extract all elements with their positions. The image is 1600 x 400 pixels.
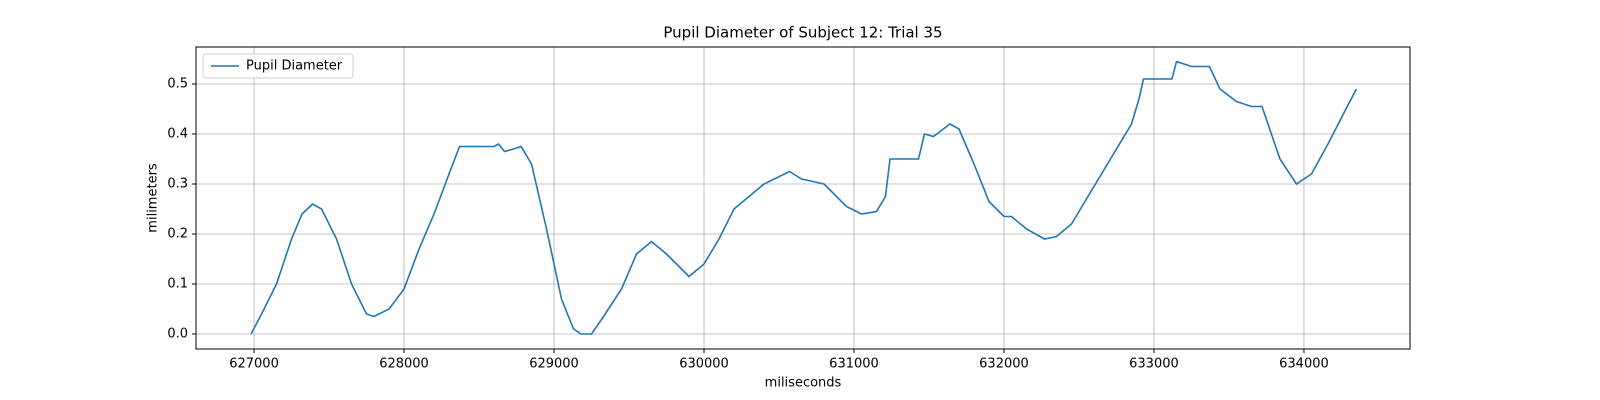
chart-title: Pupil Diameter of Subject 12: Trial 35 xyxy=(663,24,942,42)
x-tick-label: 632000 xyxy=(979,357,1029,372)
x-tick-label: 634000 xyxy=(1279,357,1329,372)
legend-box xyxy=(202,53,354,79)
legend-label: Pupil Diameter xyxy=(246,59,343,74)
y-tick-label: 0.5 xyxy=(167,77,188,92)
x-tick-label: 627000 xyxy=(229,357,279,372)
x-tick-label: 628000 xyxy=(379,357,429,372)
x-tick-label: 630000 xyxy=(679,357,729,372)
y-axis-label: milimeters xyxy=(146,163,161,233)
x-tick-label: 629000 xyxy=(529,357,579,372)
data-line xyxy=(250,60,1358,335)
y-tick-label: 0.3 xyxy=(167,177,188,192)
x-tick-label: 633000 xyxy=(1129,357,1179,372)
x-axis-label: miliseconds xyxy=(765,376,842,391)
y-tick-label: 0.1 xyxy=(167,277,188,292)
y-tick-label: 0.0 xyxy=(167,327,188,342)
y-tick-label: 0.4 xyxy=(167,127,188,142)
y-tick-label: 0.2 xyxy=(167,227,188,242)
plot-frame xyxy=(195,46,1411,350)
x-tick-label: 631000 xyxy=(829,357,879,372)
